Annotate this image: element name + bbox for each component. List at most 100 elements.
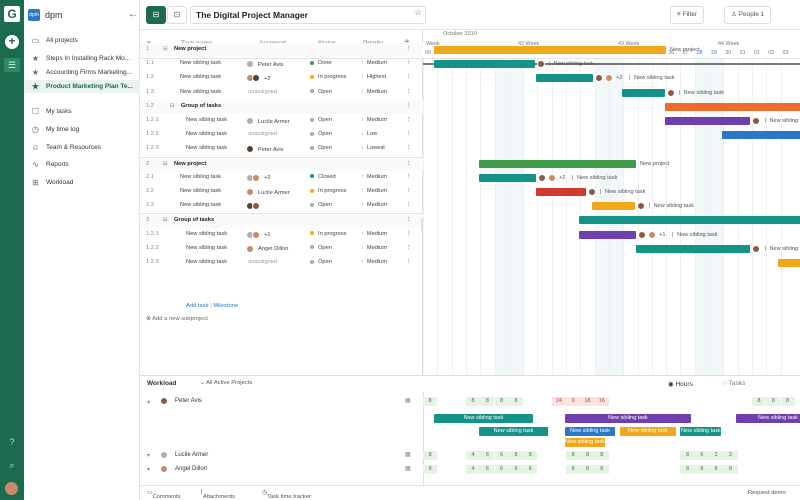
sidebar-item-reports[interactable]: ∿ Reports [24,158,140,171]
assignee[interactable] [246,202,260,211]
workload-task-bar[interactable]: New sibling task [434,414,533,423]
workload-task-bar[interactable]: New sibling task [564,414,692,423]
workload-task-bar[interactable]: New sibling task [680,427,722,436]
calendar-icon[interactable]: ▦ [405,452,411,458]
toggle-icon[interactable]: ⊟ [170,102,175,109]
toggle-icon[interactable]: ⊟ [163,217,168,224]
workload-task-bar[interactable]: New sibling task [478,427,549,436]
status-cell[interactable]: Open [310,131,332,137]
toggle-icon[interactable]: ⊟ [163,46,168,52]
row-name[interactable]: New sibling task [180,173,222,180]
gantt-bar[interactable] [478,159,637,168]
favorite-star-icon[interactable]: ☆ [414,7,423,17]
sidebar-item-team[interactable]: ☺ Team & Resources [24,141,140,154]
gantt-bar[interactable] [777,259,800,267]
priority-cell[interactable]: ↓ Lowest [361,145,385,151]
status-cell[interactable]: Open [310,259,332,265]
priority-cell[interactable]: ↑ Medium [361,231,387,237]
assignee[interactable]: +2 [246,173,271,182]
toggle-icon[interactable]: ⊟ [163,160,168,167]
status-cell[interactable]: Closed [310,174,336,180]
create-new-icon[interactable]: + [5,35,19,49]
workload-task-bar[interactable]: New sibling task [564,427,616,436]
row-name[interactable]: Group of tasks [174,217,215,224]
priority-cell[interactable]: ↑ Medium [361,89,387,95]
task-row[interactable]: 2.3 New sibling task Open ↑ Medium ⋮ [140,199,423,213]
row-menu-icon[interactable]: ⋮ [406,46,412,52]
workload-person-row[interactable]: ▾ Lucile Armer ▦ [140,451,423,465]
add-column-button[interactable]: + [404,37,410,48]
search-icon[interactable]: ⌕ [9,460,15,470]
group-row[interactable]: 1 ⊟ New project ⋮ [140,43,423,58]
row-menu-icon[interactable]: ⋮ [406,160,412,167]
tasks-radio[interactable]: ○ Tasks [723,380,745,387]
request-demo-link[interactable]: Request demo [748,490,786,496]
status-cell[interactable]: In progress [310,74,346,80]
assignee[interactable]: Peter Avis [246,145,284,154]
row-name[interactable]: New sibling task [186,131,228,138]
gantt-bar[interactable] [636,244,751,253]
row-name[interactable]: Group of tasks [181,102,222,109]
sidebar-item-all-projects[interactable]: ▭ All projects [24,34,140,47]
gantt-bar[interactable] [578,216,800,225]
gantt-bar[interactable] [535,74,594,83]
workload-task-bar[interactable]: New sibling task [736,414,800,423]
task-row[interactable]: 2.1 New sibling task +2 Closed ↑ Medium ⋮ [140,171,423,185]
row-menu-icon[interactable]: ⋮ [406,188,412,194]
assignee[interactable]: unassigned [248,89,277,95]
task-row[interactable]: 1.2.2 New sibling task unassigned Open ↓ Low ⋮ [140,128,423,142]
row-menu-icon[interactable]: ⋮ [406,230,412,237]
row-menu-icon[interactable]: ⋮ [406,202,412,209]
row-name[interactable]: New sibling task [180,88,222,95]
task-row[interactable]: 1.3 New sibling task unassigned Open ↑ Medium… [140,86,423,100]
sidebar-favorite-1[interactable]: ★ Steps In Installing Rack Mo... [24,52,140,65]
gantt-bar[interactable] [434,46,667,54]
priority-cell[interactable]: ↑ Medium [361,174,387,180]
time-tracker-button[interactable]: ◷ Task time tracker [262,490,311,500]
filter-button[interactable]: ≡ Filter [670,6,705,24]
sidebar-item-workload[interactable]: ⊞ Workload [24,176,140,189]
sidebar-favorite-2[interactable]: ★ Accounting Firms Marketing... [24,66,140,79]
group-row[interactable]: 3 ⊟ Group of tasks ⋮ [140,213,423,228]
assignee[interactable]: Lucile Armer [246,188,290,196]
priority-cell[interactable]: ↑ Medium [361,259,387,265]
gantt-bar[interactable] [434,60,535,69]
workload-person-row[interactable]: ▴ Peter Avis ▦ [140,397,423,411]
workload-task-bar[interactable]: New sibling task [564,438,606,447]
workload-task-bar[interactable]: New sibling task [620,427,676,436]
comments-button[interactable]: ▭ Comments [147,490,181,500]
add-task-link[interactable]: Add task [186,303,209,309]
group-row[interactable]: 1.2 ⊟ Group of tasks ⋮ [140,99,423,114]
project-title[interactable]: The Digital Project Manager [190,6,426,24]
hours-radio[interactable]: ◉ Hours [668,380,693,388]
task-row[interactable]: 2.2 New sibling task Lucile Armer In progre… [140,185,423,199]
priority-cell[interactable]: ↑ Medium [361,188,387,194]
priority-cell[interactable]: ↓ Low [361,131,377,137]
expand-icon[interactable]: ▾ [147,453,151,459]
gantt-bar[interactable] [664,117,751,125]
assignee[interactable]: Angel Dillon [246,244,288,253]
gantt-bar[interactable] [664,102,800,111]
status-cell[interactable]: Done [310,60,332,66]
task-row[interactable]: 1.2.3 New sibling task Peter Avis Open ↓ Lowe… [140,142,423,156]
priority-cell[interactable]: ↑ Medium [361,60,387,66]
task-row[interactable]: 1.2.1 New sibling task Lucile Armer Open ↑ Me… [140,114,423,128]
row-name[interactable]: New sibling task [180,60,222,67]
row-name[interactable]: New sibling task [186,230,228,237]
gantt-bar[interactable] [578,230,637,239]
menu-icon[interactable]: ☰ [4,58,20,72]
app-logo[interactable]: G [4,6,20,22]
collapse-sidebar-icon[interactable]: ← [128,9,138,20]
assignee[interactable]: Lucile Armer [246,117,290,125]
assignee[interactable]: +2 [246,74,271,83]
calendar-icon[interactable]: ▦ [405,398,411,404]
group-row[interactable]: 2 ⊟ New project ⋮ [140,156,423,171]
gantt-bar[interactable] [591,202,635,211]
row-menu-icon[interactable]: ⋮ [406,259,412,265]
status-cell[interactable]: Open [310,202,332,208]
priority-cell[interactable]: ↑ Medium [361,245,387,251]
gantt-bar[interactable] [621,88,665,97]
gantt-bar[interactable] [535,188,587,196]
gantt-bar[interactable] [721,131,800,140]
help-icon[interactable]: ? [9,437,15,447]
